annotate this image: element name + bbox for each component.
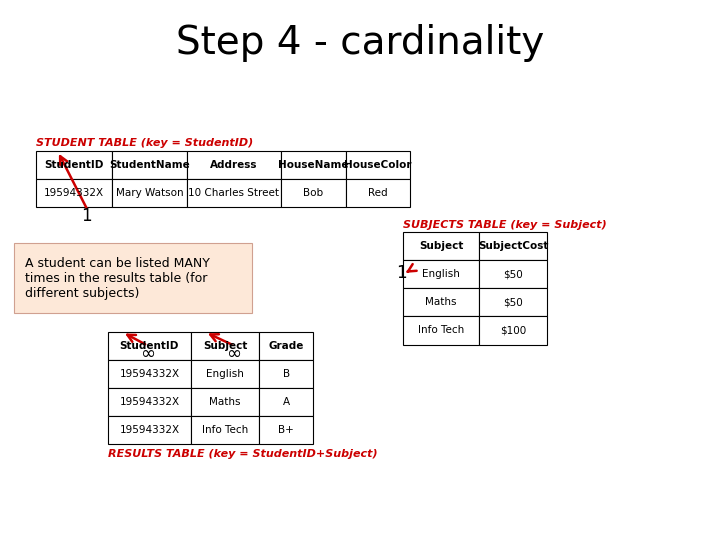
Text: HouseName: HouseName xyxy=(278,160,348,170)
Text: 19594332X: 19594332X xyxy=(120,397,179,407)
Bar xyxy=(479,288,547,316)
Text: Red: Red xyxy=(368,188,388,198)
Text: StudentID: StudentID xyxy=(120,341,179,351)
Bar xyxy=(36,151,112,179)
Text: $100: $100 xyxy=(500,326,526,335)
Text: ∞: ∞ xyxy=(140,345,155,363)
Text: STUDENT TABLE (key = StudentID): STUDENT TABLE (key = StudentID) xyxy=(36,138,253,149)
Bar xyxy=(281,151,346,179)
Bar xyxy=(403,288,479,316)
Bar xyxy=(108,360,191,388)
Text: 19594332X: 19594332X xyxy=(44,188,104,198)
Text: Address: Address xyxy=(210,160,258,170)
Text: Maths: Maths xyxy=(210,397,240,407)
Bar xyxy=(187,179,281,207)
Text: 10 Charles Street: 10 Charles Street xyxy=(189,188,279,198)
Text: Step 4 - cardinality: Step 4 - cardinality xyxy=(176,24,544,62)
Bar xyxy=(259,388,313,416)
Bar xyxy=(108,388,191,416)
Bar xyxy=(479,316,547,345)
Text: Info Tech: Info Tech xyxy=(202,426,248,435)
Text: English: English xyxy=(206,369,244,379)
Bar xyxy=(191,388,259,416)
Bar xyxy=(403,316,479,345)
Text: Subject: Subject xyxy=(203,341,247,351)
Text: A student can be listed MANY
times in the results table (for
different subjects): A student can be listed MANY times in th… xyxy=(25,256,210,300)
Text: SUBJECTS TABLE (key = Subject): SUBJECTS TABLE (key = Subject) xyxy=(403,219,607,230)
Text: StudentName: StudentName xyxy=(109,160,190,170)
Text: B+: B+ xyxy=(279,426,294,435)
Bar xyxy=(14,243,252,313)
Text: Subject: Subject xyxy=(419,241,463,251)
Bar xyxy=(108,332,191,360)
Bar xyxy=(281,179,346,207)
Bar xyxy=(187,151,281,179)
Text: Bob: Bob xyxy=(303,188,323,198)
Text: $50: $50 xyxy=(503,269,523,279)
Bar xyxy=(479,260,547,288)
Bar xyxy=(191,360,259,388)
Bar xyxy=(479,232,547,260)
Bar xyxy=(259,360,313,388)
Text: English: English xyxy=(422,269,460,279)
Bar xyxy=(191,332,259,360)
Text: $50: $50 xyxy=(503,298,523,307)
Text: 19594332X: 19594332X xyxy=(120,426,179,435)
Bar xyxy=(36,179,112,207)
Text: SubjectCost: SubjectCost xyxy=(478,241,548,251)
Bar xyxy=(108,416,191,444)
Bar xyxy=(346,151,410,179)
Text: A: A xyxy=(283,397,289,407)
Bar xyxy=(259,332,313,360)
Bar xyxy=(403,260,479,288)
Bar xyxy=(346,179,410,207)
Text: Info Tech: Info Tech xyxy=(418,326,464,335)
Text: Mary Watson: Mary Watson xyxy=(116,188,183,198)
Text: 19594332X: 19594332X xyxy=(120,369,179,379)
Bar xyxy=(403,232,479,260)
Bar xyxy=(259,416,313,444)
Text: HouseColor: HouseColor xyxy=(344,160,412,170)
Text: Grade: Grade xyxy=(269,341,304,351)
Text: 1: 1 xyxy=(396,264,407,282)
Bar xyxy=(191,416,259,444)
Bar xyxy=(112,179,187,207)
Text: 1: 1 xyxy=(81,207,91,225)
Text: RESULTS TABLE (key = StudentID+Subject): RESULTS TABLE (key = StudentID+Subject) xyxy=(108,449,377,459)
Text: Maths: Maths xyxy=(426,298,456,307)
Text: B: B xyxy=(283,369,289,379)
Text: ∞: ∞ xyxy=(227,345,241,363)
Bar xyxy=(112,151,187,179)
Text: StudentID: StudentID xyxy=(44,160,104,170)
